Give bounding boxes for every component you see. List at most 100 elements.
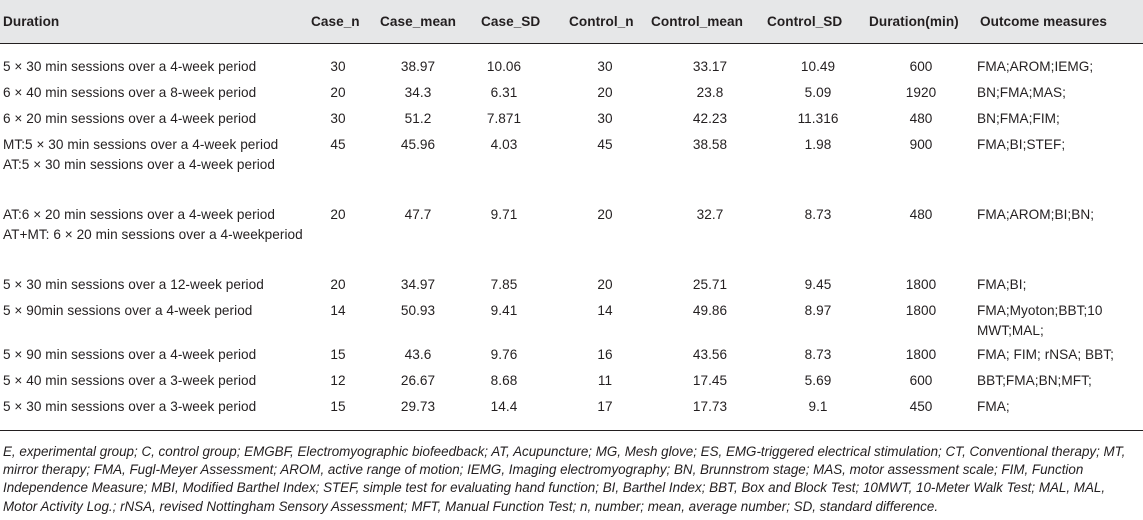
cell-duration-min: 1800 [905,303,937,318]
cell-duration-min: 600 [909,373,933,388]
cell-control-n: 30 [597,111,613,126]
cell-duration: 5 × 30 min sessions over a 3-week period [3,399,257,414]
cell-control-sd: 8.97 [804,303,832,318]
table-row: 5 × 90min sessions over a 4-week period 1… [0,301,1143,345]
cell-duration: 5 × 40 min sessions over a 3-week period [3,373,257,388]
cell-outcome-measures: FMA;AROM;BI;BN; [977,207,1095,222]
cell-outcome-measures: FMA; FIM; rNSA; BBT; [977,347,1114,362]
header-duration: Duration [3,14,60,29]
cell-case-sd: 6.31 [490,85,518,100]
cell-duration-min: 1920 [905,85,937,100]
table-row: 5 × 40 min sessions over a 3-week period… [0,371,1143,397]
table-row: 5 × 30 min sessions over a 3-week period… [0,397,1143,423]
cell-outcome-measures: FMA;BI; [977,277,1027,292]
header-outcome-measures: Outcome measures [980,14,1107,29]
header-control-n: Control_n [569,14,634,29]
cell-control-mean: 38.58 [692,137,728,152]
cell-duration-min: 480 [909,111,933,126]
cell-case-n: 12 [330,373,346,388]
cell-outcome-measures: FMA;Myoton;BBT;10 MWT;MAL; [977,303,1103,338]
cell-control-n: 20 [597,277,613,292]
header-control-mean: Control_mean [651,14,743,29]
cell-control-n: 16 [597,347,613,362]
table-row: 5 × 30 min sessions over a 12-week perio… [0,275,1143,301]
cell-case-n: 45 [330,137,346,152]
header-rule [0,43,1143,44]
cell-duration-min: 600 [909,59,933,74]
table-row: 6 × 20 min sessions over a 4-week period… [0,109,1143,135]
cell-outcome-measures: FMA;AROM;IEMG; [977,59,1094,74]
cell-control-mean: 33.17 [692,59,728,74]
cell-outcome-measures: FMA;BI;STEF; [977,137,1066,152]
cell-control-n: 20 [597,207,613,222]
cell-duration-min: 1800 [905,277,937,292]
cell-control-mean: 25.71 [692,277,728,292]
cell-control-sd: 11.316 [797,111,839,126]
header-case-sd: Case_SD [481,14,541,29]
cell-control-sd: 10.49 [800,59,836,74]
cell-case-sd: 9.71 [490,207,518,222]
header-control-sd: Control_SD [767,14,843,29]
cell-case-mean: 51.2 [404,111,432,126]
cell-control-mean: 32.7 [696,207,724,222]
cell-control-n: 11 [597,373,613,388]
cell-duration: 5 × 90min sessions over a 4-week period [3,303,253,318]
table-row: MT:5 × 30 min sessions over a 4-week per… [0,135,1143,205]
cell-control-mean: 17.73 [692,399,728,414]
cell-case-mean: 26.67 [400,373,436,388]
cell-duration: 6 × 40 min sessions over a 8-week period [3,85,257,100]
cell-duration-min: 900 [909,137,933,152]
cell-control-mean: 42.23 [692,111,728,126]
cell-duration-min: 450 [909,399,933,414]
cell-control-n: 45 [597,137,613,152]
cell-case-n: 30 [330,59,346,74]
table-bottom-rule [0,430,1143,431]
cell-case-mean: 47.7 [404,207,432,222]
cell-control-sd: 5.09 [804,85,832,100]
table-footnote: E, experimental group; C, control group;… [3,444,1126,514]
cell-case-sd: 9.41 [490,303,518,318]
cell-case-n: 20 [330,85,346,100]
cell-case-mean: 34.97 [400,277,436,292]
cell-outcome-measures: FMA; [977,399,1010,414]
cell-control-n: 20 [597,85,613,100]
cell-control-n: 30 [597,59,613,74]
cell-control-n: 14 [597,303,613,318]
cell-control-sd: 9.45 [804,277,832,292]
cell-case-mean: 45.96 [400,137,436,152]
header-case-n: Case_n [311,14,360,29]
cell-duration-min: 1800 [905,347,937,362]
cell-case-sd: 10.06 [486,59,522,74]
cell-duration-min: 480 [909,207,933,222]
table-row: 5 × 90 min sessions over a 4-week period… [0,345,1143,371]
cell-case-sd: 4.03 [490,137,518,152]
cell-control-mean: 49.86 [692,303,728,318]
cell-control-mean: 43.56 [692,347,728,362]
cell-control-sd: 9.1 [808,399,828,414]
cell-case-n: 30 [330,111,346,126]
cell-control-sd: 1.98 [804,137,832,152]
cell-case-n: 14 [330,303,346,318]
table-row: 5 × 30 min sessions over a 4-week period… [0,57,1143,83]
cell-control-mean: 17.45 [692,373,728,388]
table-header-row: Duration Case_n Case_mean Case_SD Contro… [0,0,1143,43]
cell-case-mean: 38.97 [400,59,436,74]
cell-case-n: 15 [330,347,346,362]
cell-duration: AT:6 × 20 min sessions over a 4-week per… [3,207,303,242]
cell-case-n: 20 [330,207,346,222]
cell-duration: 5 × 30 min sessions over a 4-week period [3,59,257,74]
cell-case-sd: 7.871 [486,111,522,126]
cell-case-mean: 29.73 [400,399,436,414]
cell-case-sd: 9.76 [490,347,518,362]
cell-duration: 5 × 90 min sessions over a 4-week period [3,347,257,362]
cell-case-mean: 50.93 [400,303,436,318]
header-case-mean: Case_mean [380,14,457,29]
cell-case-sd: 7.85 [490,277,518,292]
cell-control-n: 17 [597,399,613,414]
cell-outcome-measures: BN;FMA;FIM; [977,111,1060,126]
cell-control-mean: 23.8 [696,85,724,100]
cell-control-sd: 5.69 [804,373,832,388]
cell-duration: MT:5 × 30 min sessions over a 4-week per… [3,137,279,172]
cell-duration: 5 × 30 min sessions over a 12-week perio… [3,277,264,292]
table-row: AT:6 × 20 min sessions over a 4-week per… [0,205,1143,275]
